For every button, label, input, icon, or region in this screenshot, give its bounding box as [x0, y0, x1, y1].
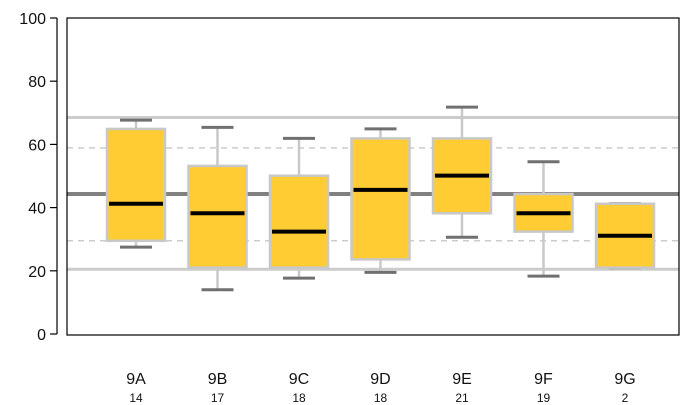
y-tick-label: 60 [28, 137, 46, 154]
x-axis: 9A 14 9B 17 9C 18 9D 18 9E 21 9F 19 9G 2 [126, 371, 635, 405]
x-count-label: 18 [292, 391, 306, 405]
x-category-label: 9A [126, 371, 146, 388]
box-9F [513, 160, 574, 278]
box-body [350, 137, 411, 261]
x-category-label: 9E [452, 371, 472, 388]
box-9B [187, 125, 248, 292]
box-9E [431, 105, 493, 239]
box-body [268, 174, 330, 269]
y-axis: 0 20 40 60 80 100 [19, 11, 58, 344]
x-category-label: 9C [289, 371, 309, 388]
x-count-label: 19 [537, 391, 551, 405]
x-count-label: 17 [211, 391, 225, 405]
box-9G [594, 202, 656, 270]
x-count-label: 2 [622, 391, 629, 405]
y-tick-label: 0 [37, 327, 46, 344]
plot-frame [66, 17, 680, 336]
x-category-label: 9G [614, 371, 635, 388]
x-count-label: 14 [129, 391, 143, 405]
x-category-label: 9F [534, 371, 553, 388]
x-category-label: 9D [370, 371, 390, 388]
x-count-label: 21 [455, 391, 469, 405]
box-series [105, 105, 656, 292]
box-9C [268, 136, 330, 280]
box-body [187, 164, 248, 269]
x-category-label: 9B [208, 371, 228, 388]
y-tick-label: 80 [28, 74, 46, 91]
y-tick-label: 100 [19, 11, 46, 28]
box-9D [350, 127, 411, 274]
x-count-label: 18 [374, 391, 388, 405]
box-body [105, 127, 167, 243]
y-tick-label: 40 [28, 201, 46, 218]
box-9A [105, 118, 167, 249]
y-tick-label: 20 [28, 264, 46, 281]
